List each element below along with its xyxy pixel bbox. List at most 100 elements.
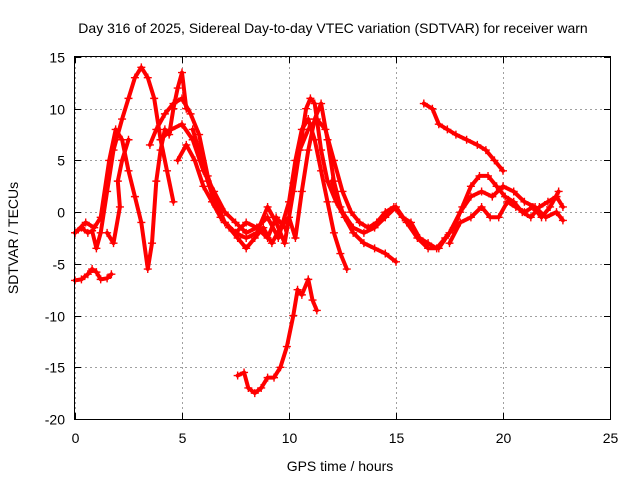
- y-tick-label: -15: [45, 360, 65, 376]
- data-point: [347, 208, 356, 217]
- data-point: [511, 202, 520, 211]
- data-point: [528, 202, 537, 211]
- data-point: [118, 156, 127, 165]
- y-tick-label: 5: [57, 153, 65, 169]
- data-point: [103, 274, 112, 283]
- data-point: [289, 311, 298, 320]
- data-point: [338, 187, 347, 196]
- data-point: [220, 208, 229, 217]
- y-tick-label: -10: [45, 309, 65, 325]
- data-point: [392, 202, 400, 211]
- series-line: [421, 101, 505, 173]
- data-point: [148, 239, 157, 248]
- data-point: [130, 73, 139, 82]
- data-point: [250, 234, 259, 242]
- series-track-8: [188, 125, 289, 242]
- data-point: [96, 213, 105, 222]
- data-point: [494, 213, 503, 222]
- y-tick-label: 15: [49, 50, 65, 66]
- data-point: [190, 156, 199, 165]
- series-track-11: [327, 177, 567, 253]
- data-point: [124, 166, 133, 175]
- data-point: [475, 171, 484, 180]
- data-point: [499, 182, 507, 191]
- data-point: [231, 228, 240, 237]
- data-point: [143, 265, 152, 274]
- data-point: [270, 373, 279, 382]
- data-point: [220, 218, 229, 227]
- data-point: [231, 218, 240, 227]
- series-line: [73, 70, 189, 271]
- data-point: [295, 146, 304, 155]
- y-tick-label: -20: [45, 412, 65, 428]
- data-point: [111, 125, 120, 134]
- data-point: [355, 218, 364, 227]
- series-line: [105, 137, 131, 246]
- data-point: [83, 228, 92, 237]
- data-point: [338, 208, 347, 217]
- data-point: [242, 244, 251, 253]
- data-point: [520, 208, 529, 217]
- data-point: [212, 202, 221, 211]
- data-point: [105, 156, 114, 165]
- data-point: [327, 177, 336, 186]
- data-point: [477, 202, 486, 211]
- data-point: [312, 306, 321, 315]
- data-point: [490, 156, 499, 165]
- data-point: [83, 270, 92, 279]
- data-point: [370, 223, 379, 232]
- data-point: [428, 104, 437, 113]
- data-point: [282, 342, 291, 351]
- y-tick-label: 0: [57, 205, 65, 221]
- data-point: [466, 192, 475, 201]
- data-point: [304, 275, 313, 284]
- series-track-9: [233, 275, 321, 398]
- data-point: [263, 213, 272, 222]
- data-point: [88, 265, 97, 274]
- data-point: [443, 125, 452, 134]
- data-point: [329, 228, 338, 237]
- data-point: [392, 257, 400, 266]
- data-point: [242, 228, 251, 237]
- data-point: [169, 99, 178, 108]
- data-point: [558, 202, 567, 211]
- data-point: [263, 202, 272, 211]
- plot-frame: [74, 56, 611, 420]
- data-point: [466, 213, 475, 222]
- data-point: [233, 371, 242, 380]
- data-point: [242, 218, 251, 227]
- data-point: [145, 140, 154, 149]
- data-point: [152, 177, 161, 186]
- data-point: [77, 275, 86, 284]
- data-point: [297, 187, 306, 196]
- data-point: [402, 218, 411, 227]
- data-point: [182, 140, 191, 149]
- x-tick-label: 10: [282, 430, 298, 446]
- data-point: [501, 192, 510, 201]
- data-point: [280, 223, 289, 232]
- series-line: [235, 277, 319, 396]
- data-point: [304, 125, 313, 134]
- data-point: [173, 156, 182, 165]
- data-point: [276, 363, 285, 372]
- data-point: [419, 99, 428, 108]
- data-point: [509, 187, 518, 196]
- data-point: [302, 104, 311, 113]
- data-point: [109, 239, 118, 248]
- data-point: [163, 166, 172, 175]
- data-point: [244, 383, 253, 392]
- data-point: [103, 228, 112, 237]
- data-point: [293, 285, 302, 294]
- data-point: [434, 244, 443, 253]
- data-point: [499, 166, 507, 175]
- data-point: [291, 156, 300, 165]
- data-point: [113, 177, 122, 186]
- data-point: [312, 115, 321, 124]
- data-point: [323, 197, 332, 206]
- series-track-12: [419, 99, 507, 175]
- data-point: [503, 197, 512, 206]
- data-point: [173, 84, 182, 93]
- data-point: [92, 244, 101, 253]
- data-point: [434, 120, 443, 129]
